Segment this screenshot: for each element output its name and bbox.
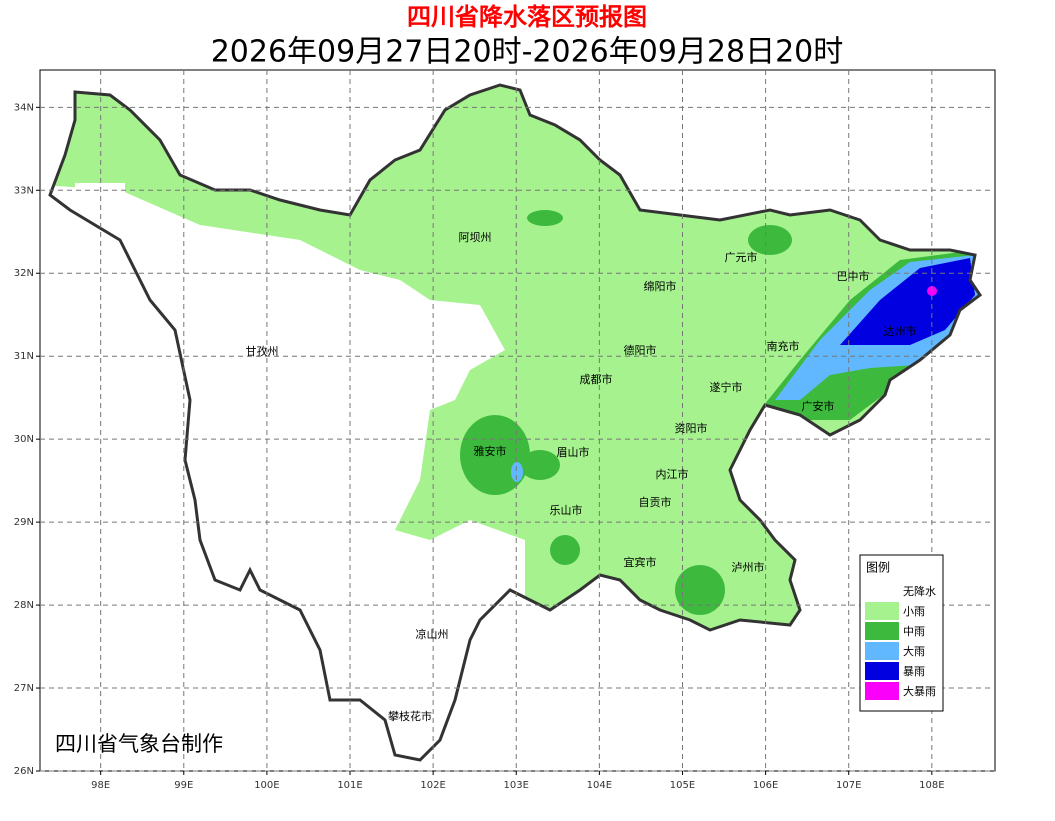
legend-label: 大暴雨 (903, 684, 936, 698)
y-tick-label: 32N (14, 268, 34, 279)
legend-swatch (865, 582, 899, 600)
grid (40, 70, 995, 772)
no-rain-area (75, 183, 125, 203)
city-label: 乐山市 (550, 503, 583, 517)
moderate-rain-area (527, 210, 563, 226)
x-tick-label: 104E (587, 780, 612, 791)
city-label: 攀枝花市 (388, 709, 432, 723)
y-tick-label: 33N (14, 185, 34, 196)
y-tick-label: 34N (14, 102, 34, 113)
city-label: 达州市 (884, 324, 917, 338)
legend-swatch (865, 642, 899, 660)
legend-swatch (865, 622, 899, 640)
city-label: 雅安市 (474, 444, 507, 458)
moderate-rain-area (748, 225, 792, 255)
city-label: 绵阳市 (644, 279, 677, 293)
legend-swatch (865, 682, 899, 700)
legend-swatch (865, 662, 899, 680)
legend-label: 小雨 (903, 605, 925, 618)
map-subtitle: 2026年09月27日20时-2026年09月28日20时 (211, 35, 844, 70)
city-label: 阿坝州 (459, 230, 492, 244)
city-label: 资阳市 (675, 421, 708, 435)
x-tick-label: 99E (174, 780, 193, 791)
city-label: 广安市 (802, 399, 835, 413)
city-label: 泸州市 (732, 560, 765, 574)
city-label: 成都市 (580, 372, 613, 386)
city-label: 遂宁市 (710, 380, 743, 394)
legend-title: 图例 (866, 561, 890, 575)
city-label: 宜宾市 (624, 555, 657, 569)
x-tick-label: 107E (836, 780, 861, 791)
x-tick-label: 102E (420, 780, 445, 791)
city-label: 广元市 (725, 250, 758, 264)
heavy-rain-area (511, 462, 523, 482)
x-tick-label: 100E (254, 780, 279, 791)
y-tick-label: 31N (14, 351, 34, 362)
legend-label: 无降水 (903, 584, 936, 598)
legend-label: 暴雨 (903, 665, 925, 678)
legend-swatch (865, 602, 899, 620)
moderate-rain-area (550, 535, 580, 565)
city-label: 德阳市 (624, 343, 657, 357)
y-tick-label: 30N (14, 434, 34, 445)
y-tick-label: 26N (14, 766, 34, 777)
city-label: 自贡市 (639, 495, 672, 509)
x-tick-label: 108E (919, 780, 944, 791)
city-label: 凉山州 (416, 627, 449, 641)
city-label: 内江市 (656, 467, 689, 481)
y-tick-label: 29N (14, 517, 34, 528)
moderate-rain-area (520, 450, 560, 480)
x-tick-label: 106E (753, 780, 778, 791)
y-tick-label: 28N (14, 600, 34, 611)
x-tick-label: 101E (337, 780, 362, 791)
moderate-rain-area (675, 565, 725, 615)
y-tick-label: 27N (14, 683, 34, 694)
city-labels: 阿坝州 甘孜州 广元市 巴中市 绵阳市 德阳市 南充市 达州市 成都市 遂宁市 … (246, 230, 917, 723)
credit: 四川省气象台制作 (55, 732, 223, 756)
x-tick-label: 98E (91, 780, 110, 791)
city-label: 巴中市 (837, 269, 870, 283)
province-outline (48, 83, 983, 762)
city-label: 甘孜州 (246, 344, 279, 358)
city-label: 眉山市 (557, 445, 590, 459)
city-label: 南充市 (767, 339, 800, 353)
legend-label: 大雨 (903, 644, 925, 658)
rainstorm-area (840, 258, 975, 345)
legend-label: 中雨 (903, 625, 925, 638)
x-tick-label: 103E (504, 780, 529, 791)
map-title: 四川省降水落区预报图 (407, 3, 647, 31)
x-tick-label: 105E (670, 780, 695, 791)
